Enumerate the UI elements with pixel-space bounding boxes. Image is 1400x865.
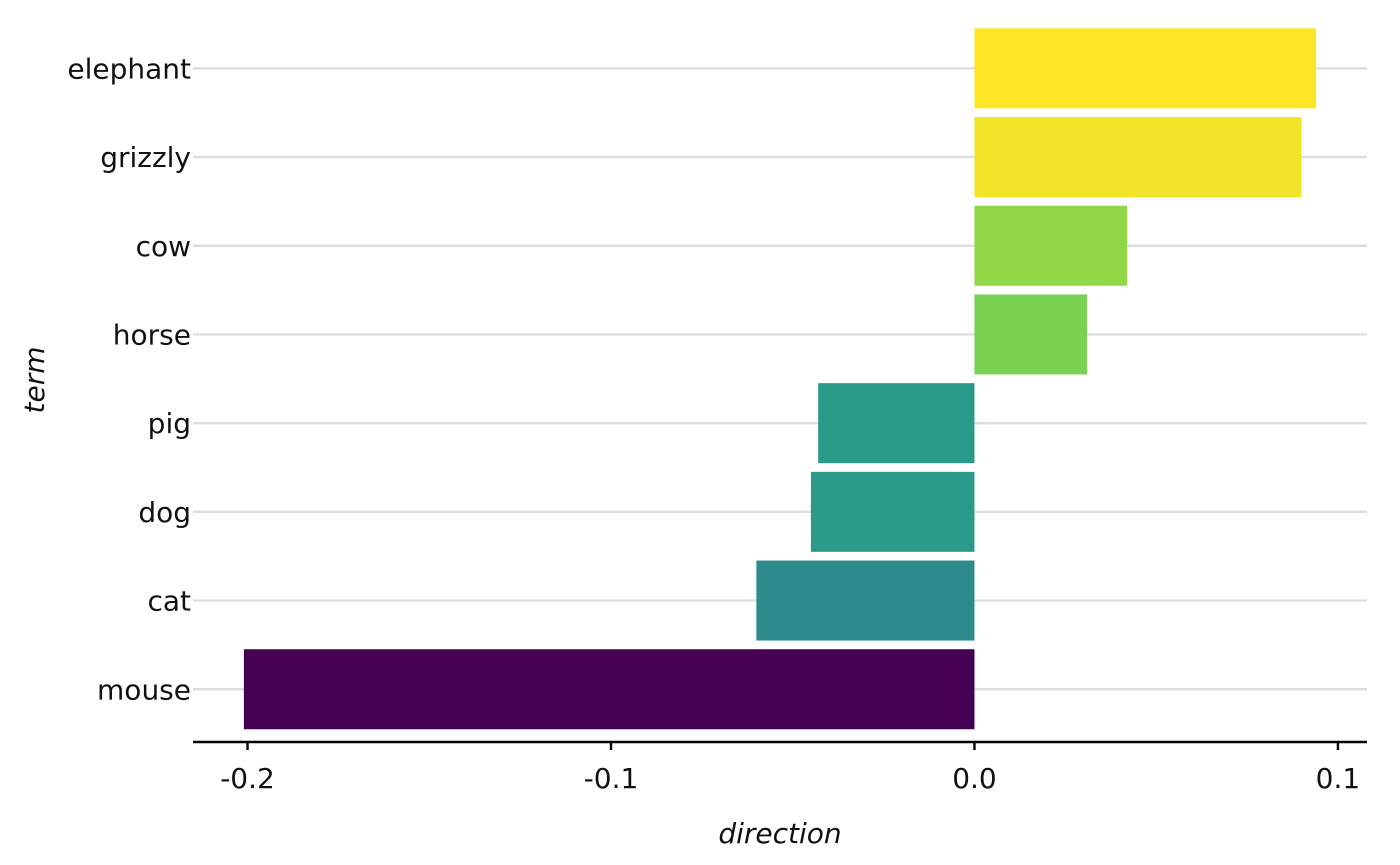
y-tick-label-cow: cow <box>136 230 191 263</box>
x-tick-label-2: 0.0 <box>952 762 997 795</box>
y-axis-title: term <box>18 347 51 414</box>
bar-pig <box>818 383 975 464</box>
y-tick-label-elephant: elephant <box>67 52 191 85</box>
bar-cat <box>756 560 975 641</box>
x-tick-label-3: 0.1 <box>1316 762 1361 795</box>
y-tick-label-horse: horse <box>113 318 191 351</box>
y-tick-label-mouse: mouse <box>97 673 191 706</box>
bar-dog <box>810 471 975 552</box>
bar-elephant <box>974 28 1317 109</box>
bars <box>243 28 1317 730</box>
bar-grizzly <box>974 117 1302 198</box>
y-tick-label-grizzly: grizzly <box>100 141 191 174</box>
y-tick-label-dog: dog <box>138 496 191 529</box>
x-axis-ticks: -0.2 -0.1 0.0 0.1 <box>220 742 1360 795</box>
x-tick-label-0: -0.2 <box>220 762 275 795</box>
y-axis-tick-labels: elephant grizzly cow horse pig dog cat mouse <box>67 52 191 706</box>
x-tick-label-1: -0.1 <box>584 762 639 795</box>
bar-horse <box>974 294 1088 375</box>
x-axis-title: direction <box>718 817 841 850</box>
bar-cow <box>974 205 1128 286</box>
y-tick-label-pig: pig <box>148 407 191 440</box>
y-tick-label-cat: cat <box>147 585 191 618</box>
grid-lines <box>193 67 1367 691</box>
bar-mouse <box>243 649 975 730</box>
